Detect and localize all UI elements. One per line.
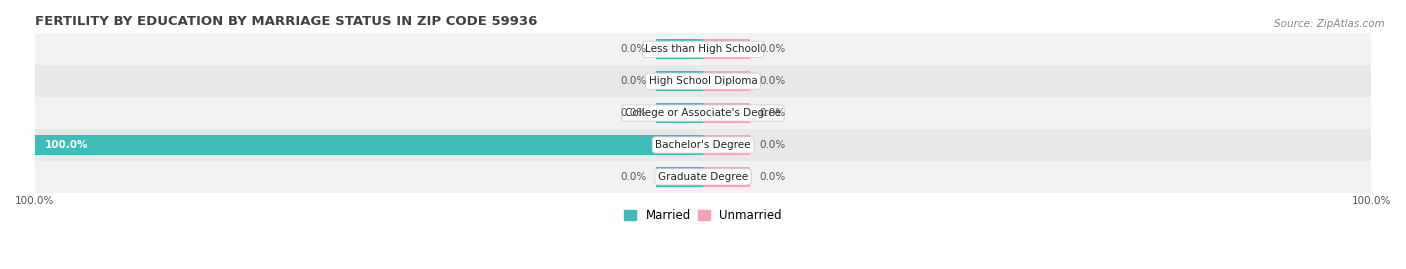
- Text: College or Associate's Degree: College or Associate's Degree: [626, 108, 780, 118]
- Bar: [35, 33, 1371, 65]
- Text: Source: ZipAtlas.com: Source: ZipAtlas.com: [1274, 19, 1385, 29]
- Bar: [657, 39, 703, 59]
- Text: Bachelor's Degree: Bachelor's Degree: [655, 140, 751, 150]
- Bar: [657, 71, 703, 91]
- Text: 0.0%: 0.0%: [620, 172, 647, 182]
- Text: 0.0%: 0.0%: [759, 140, 786, 150]
- Text: 0.0%: 0.0%: [620, 108, 647, 118]
- Bar: [703, 167, 749, 187]
- Text: 0.0%: 0.0%: [759, 172, 786, 182]
- Bar: [35, 129, 1371, 161]
- Text: Graduate Degree: Graduate Degree: [658, 172, 748, 182]
- Bar: [657, 103, 703, 123]
- Bar: [657, 167, 703, 187]
- Bar: [703, 71, 749, 91]
- Text: 0.0%: 0.0%: [620, 44, 647, 54]
- Bar: [703, 103, 749, 123]
- Bar: [703, 135, 749, 155]
- Text: 0.0%: 0.0%: [759, 108, 786, 118]
- Bar: [703, 39, 749, 59]
- Legend: Married, Unmarried: Married, Unmarried: [624, 209, 782, 222]
- Text: 0.0%: 0.0%: [620, 76, 647, 86]
- Text: FERTILITY BY EDUCATION BY MARRIAGE STATUS IN ZIP CODE 59936: FERTILITY BY EDUCATION BY MARRIAGE STATU…: [35, 15, 537, 28]
- Bar: [35, 97, 1371, 129]
- Bar: [35, 65, 1371, 97]
- Text: 0.0%: 0.0%: [759, 76, 786, 86]
- Text: 100.0%: 100.0%: [45, 140, 89, 150]
- Bar: [35, 161, 1371, 193]
- Bar: [35, 135, 703, 155]
- Text: High School Diploma: High School Diploma: [648, 76, 758, 86]
- Text: 0.0%: 0.0%: [759, 44, 786, 54]
- Text: Less than High School: Less than High School: [645, 44, 761, 54]
